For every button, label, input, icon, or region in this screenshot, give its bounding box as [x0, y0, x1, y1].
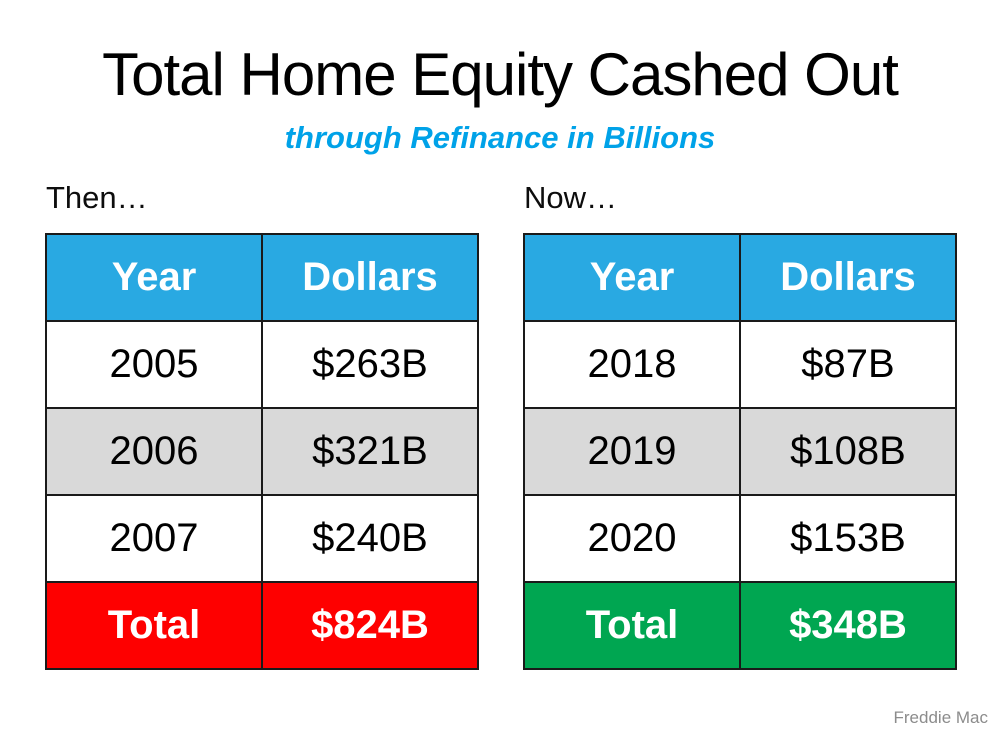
then-label: Then…: [46, 180, 148, 215]
year-cell: 2006: [45, 407, 263, 496]
year-cell: 2005: [45, 320, 263, 409]
then-total-row: Total $824B: [45, 581, 479, 670]
year-cell: 2019: [523, 407, 741, 496]
table-row: 2020 $153B: [523, 494, 957, 583]
table-row: 2018 $87B: [523, 320, 957, 409]
now-column-header-dollars: Dollars: [739, 233, 957, 322]
year-cell: 2018: [523, 320, 741, 409]
source-attribution: Freddie Mac: [893, 708, 988, 727]
dollars-cell: $87B: [739, 320, 957, 409]
table-row: 2019 $108B: [523, 407, 957, 496]
year-cell: 2007: [45, 494, 263, 583]
dollars-cell: $153B: [739, 494, 957, 583]
dollars-cell: $321B: [261, 407, 479, 496]
then-header-row: Year Dollars: [45, 233, 479, 322]
total-value-cell: $824B: [261, 581, 479, 670]
table-row: 2006 $321B: [45, 407, 479, 496]
now-table: Year Dollars 2018 $87B 2019 $108B 2020 $…: [523, 233, 957, 670]
table-row: 2005 $263B: [45, 320, 479, 409]
then-column-header-dollars: Dollars: [261, 233, 479, 322]
dollars-cell: $263B: [261, 320, 479, 409]
table-row: 2007 $240B: [45, 494, 479, 583]
page-subtitle: through Refinance in Billions: [284, 120, 716, 155]
total-value-cell: $348B: [739, 581, 957, 670]
then-table: Year Dollars 2005 $263B 2006 $321B 2007 …: [45, 233, 479, 670]
now-total-row: Total $348B: [523, 581, 957, 670]
now-header-row: Year Dollars: [523, 233, 957, 322]
dollars-cell: $240B: [261, 494, 479, 583]
year-cell: 2020: [523, 494, 741, 583]
now-column-header-year: Year: [523, 233, 741, 322]
page-title: Total Home Equity Cashed Out: [102, 41, 899, 108]
total-label-cell: Total: [45, 581, 263, 670]
then-column-header-year: Year: [45, 233, 263, 322]
now-label: Now…: [524, 180, 618, 215]
dollars-cell: $108B: [739, 407, 957, 496]
total-label-cell: Total: [523, 581, 741, 670]
